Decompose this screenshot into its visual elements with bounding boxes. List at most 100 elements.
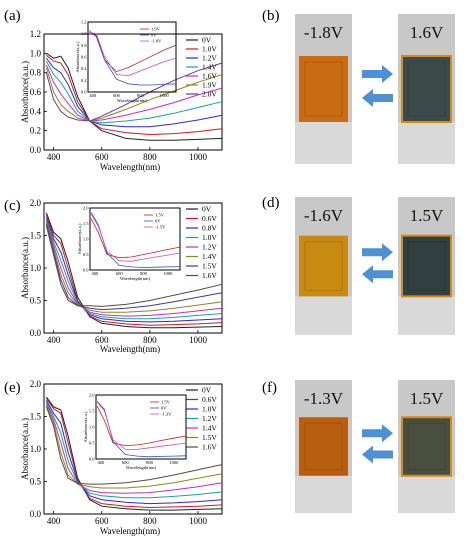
inset-y-tick-label: 0.8 <box>81 43 87 48</box>
inset-x-tick-label: 400 <box>89 93 97 98</box>
legend-label: 1.5V <box>202 262 217 271</box>
x-tick-label: 400 <box>47 516 61 526</box>
inset-x-axis-label: Wavelength(nm) <box>117 98 148 103</box>
panel-label-c: (c) <box>4 198 21 214</box>
y-tick-label: 0.0 <box>30 509 42 519</box>
y-tick-label: 0.5 <box>30 477 42 487</box>
series-line-1_5V <box>45 223 223 311</box>
photo-panel-d: -1.6V 1.5V <box>295 197 455 335</box>
legend-label: 1.2V <box>202 414 217 423</box>
y-tick-label: 1.2 <box>30 29 41 39</box>
series-line-1_2V <box>45 221 223 317</box>
inset-y-tick-label: 1.2 <box>81 20 87 25</box>
legend-label: 0V <box>202 205 212 214</box>
legend-label: 1.0V <box>202 45 217 54</box>
x-tick-label: 800 <box>143 152 157 162</box>
x-tick-label: 600 <box>95 335 109 345</box>
y-tick-label: 0.6 <box>30 87 42 97</box>
inset-legend-label: 0V <box>155 219 161 224</box>
legend-label: 1.4V <box>202 252 217 261</box>
left-slide-bottom <box>295 296 352 335</box>
inset-legend-label: 1.9V <box>151 27 161 32</box>
inset-x-axis-label: Wavelength(nm) <box>120 276 151 281</box>
inset-y-tick-label: 0.4 <box>81 66 87 71</box>
series-line-1_0V <box>45 219 223 320</box>
arrow-left-icon <box>362 89 393 107</box>
inset-legend-label: 1.5V <box>155 213 165 218</box>
inset-y-tick-label: 0.5 <box>89 441 95 446</box>
inset-series-line <box>96 401 187 450</box>
arrow-left-icon <box>362 265 393 284</box>
inset-frame <box>95 394 187 460</box>
inset-y-tick-label: 0.2 <box>81 78 87 83</box>
y-tick-label: 1.5 <box>30 412 42 422</box>
right-film-inner <box>407 422 446 471</box>
y-tick-label: 2.0 <box>30 379 42 389</box>
series-line-1_4V <box>45 222 223 313</box>
series-line-1_4V <box>45 60 223 124</box>
x-tick-label: 400 <box>47 335 61 345</box>
inset-legend-label: -1.5V <box>155 225 166 230</box>
right-voltage-label: 1.5V <box>410 389 444 408</box>
arrow-right-icon <box>362 243 393 262</box>
left-voltage-label: -1.3V <box>304 389 344 408</box>
series-line-1_0V <box>46 54 223 136</box>
legend-label: 0V <box>202 386 212 395</box>
legend-label: 0.8V <box>202 224 217 233</box>
inset-series-line <box>89 32 177 77</box>
legend-label: 1.4V <box>202 424 217 433</box>
y-axis-label: Absorbance(a.u.) <box>20 61 30 123</box>
inset-chart: 400 600 800 1000 0.0 0.5 1.0 1.5 2.0 Wavelength(n… <box>77 206 181 281</box>
legend-label: 0V <box>202 36 212 45</box>
right-slide-bottom <box>398 122 455 164</box>
inset-x-tick-label: 1000 <box>160 93 170 98</box>
inset-series-line <box>90 213 181 262</box>
inset-series-line <box>90 212 181 268</box>
inset-frame <box>87 21 177 93</box>
inset-x-tick-label: 600 <box>113 93 121 98</box>
series-line-0_8V <box>45 217 223 323</box>
inset-y-axis-label: Absorbance(a.u.) <box>75 41 80 72</box>
inset-chart: 400 600 800 1000 0.0 0.2 0.4 0.6 0.8 1.0 1.2 Wavele… <box>75 20 177 103</box>
y-tick-label: 0.8 <box>30 68 42 78</box>
inset-x-tick-label: 800 <box>140 271 148 276</box>
inset-y-axis-label: Absorbance(a.u.) <box>77 223 82 254</box>
photo-panel-b: -1.8V 1.6V <box>295 14 455 164</box>
legend-label: 1.6V <box>202 443 217 452</box>
inset-legend-label: 0V <box>151 33 157 38</box>
inset-y-tick-label: 1.0 <box>89 425 95 430</box>
legend-label: 1.0V <box>202 233 217 242</box>
series-line-1_2V <box>46 57 223 128</box>
series-line-1_9V <box>45 67 223 122</box>
x-axis-label: Wavelength(nm) <box>100 162 160 172</box>
legend-label: 0.6V <box>202 214 217 223</box>
inset-x-tick-label: 600 <box>122 460 130 465</box>
y-tick-label: 0.4 <box>30 106 42 116</box>
inset-y-tick-label: 2.0 <box>89 393 95 398</box>
right-slide-bottom <box>398 475 455 513</box>
y-tick-label: 2.0 <box>30 198 42 208</box>
x-tick-label: 800 <box>143 335 157 345</box>
inset-y-tick-label: 0.6 <box>81 55 87 60</box>
series-line-0_6V <box>45 398 223 509</box>
inset-y-tick-label: 1.5 <box>83 221 89 226</box>
left-film-inner <box>304 241 343 291</box>
y-tick-label: 1.5 <box>30 231 42 241</box>
inset-series-line <box>89 33 177 86</box>
panel-label-b: (b) <box>262 8 280 24</box>
right-film-inner <box>407 61 446 117</box>
inset-x-tick-label: 1000 <box>169 460 179 465</box>
series-line-1_0V <box>45 400 223 505</box>
x-axis-label: Wavelength(nm) <box>100 526 160 536</box>
panel-label-e: (e) <box>4 380 21 396</box>
inset-x-tick-label: 600 <box>116 271 124 276</box>
inset-y-tick-label: 2.0 <box>83 206 89 211</box>
series-line-0_6V <box>45 214 223 326</box>
panel-label-f: (f) <box>262 380 277 396</box>
x-axis-label: Wavelength(nm) <box>100 344 160 354</box>
series-line-0V <box>46 52 223 141</box>
inset-legend-label: 1.5V <box>161 400 171 405</box>
right-voltage-label: 1.6V <box>410 23 444 42</box>
legend-label: 1.2V <box>202 243 217 252</box>
chart-c: 400 600 800 1000 0.0 0.5 1.0 1.5 2.0 Wavelength(n… <box>20 198 223 354</box>
